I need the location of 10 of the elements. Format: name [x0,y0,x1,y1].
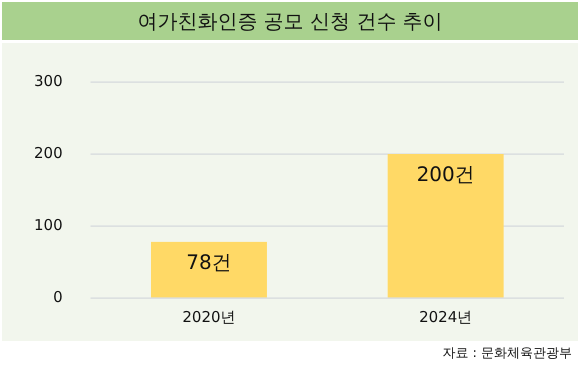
text: 자료 : 문화체육관광부 [442,345,572,362]
y-tick-label: 100 [34,216,63,234]
data-label: 200건 [416,162,475,186]
chart-title: 여가친화인증 공모 신청 건수 추이 [2,2,578,40]
y-tick-label: 300 [34,72,63,90]
data-label: 78건 [186,250,232,274]
x-tick-label: 2024년 [419,308,472,326]
x-tick-label: 2020년 [182,308,236,326]
y-tick-label: 200 [34,144,63,162]
y-tick-label: 0 [53,288,63,306]
